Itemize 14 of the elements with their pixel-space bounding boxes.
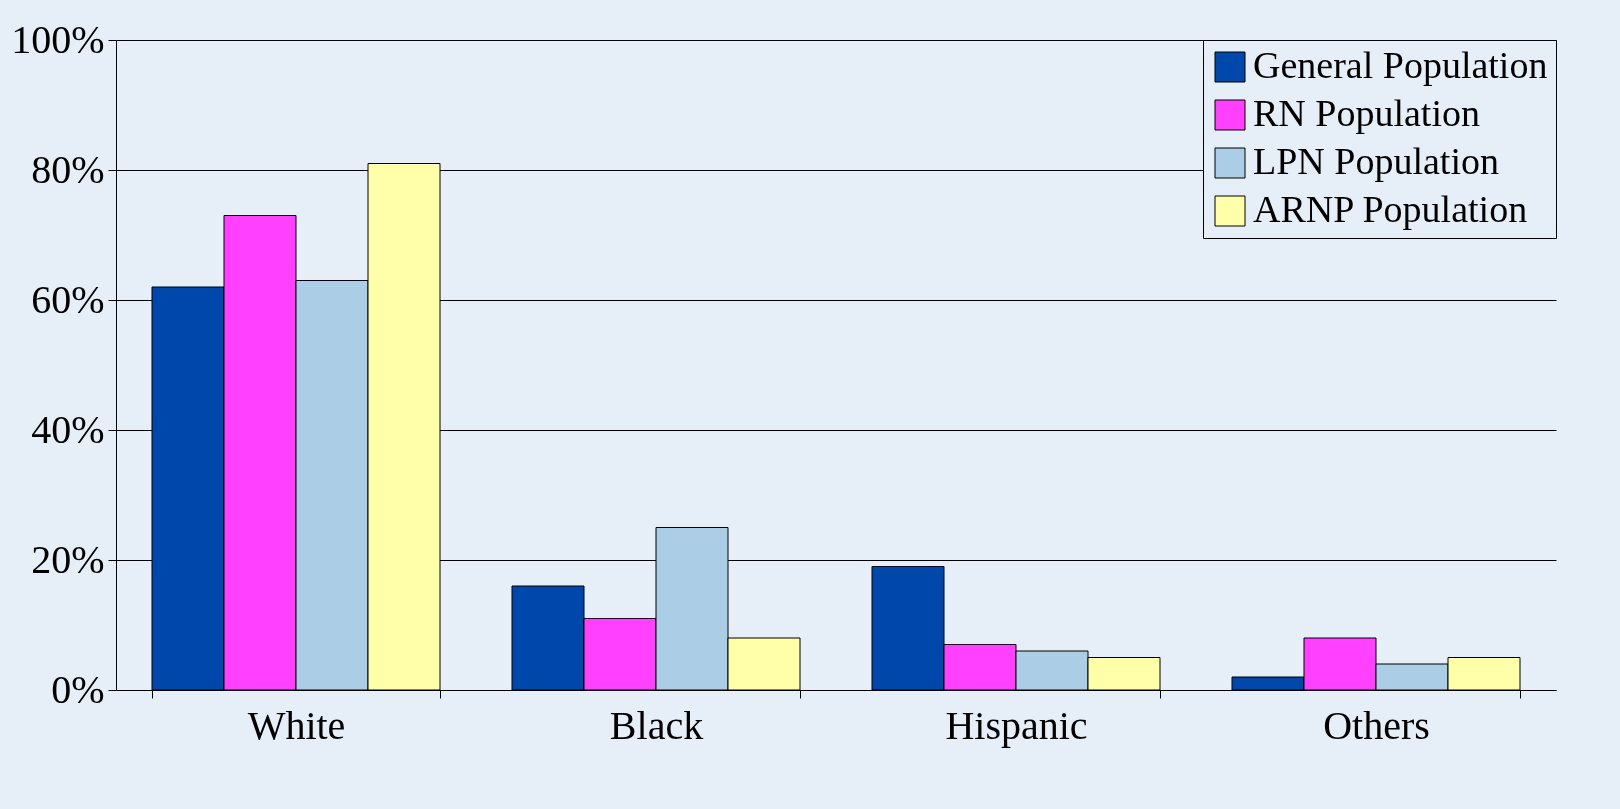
y-tick-label: 80% <box>31 146 105 192</box>
legend-label: General Population <box>1253 44 1548 86</box>
x-tick-label: White <box>247 702 346 748</box>
y-tick-label: 60% <box>31 276 105 322</box>
y-tick-label: 40% <box>31 406 105 452</box>
x-tick-label: Others <box>1323 702 1430 748</box>
y-tick-label: 0% <box>51 666 105 712</box>
y-tick-label: 100% <box>11 16 105 62</box>
x-tick-label: Hispanic <box>945 702 1088 748</box>
legend-label: ARNP Population <box>1253 188 1528 230</box>
legend-label: LPN Population <box>1253 140 1499 182</box>
legend-label: RN Population <box>1253 92 1480 134</box>
x-tick-label: Black <box>609 702 704 748</box>
y-tick-label: 20% <box>31 536 105 582</box>
